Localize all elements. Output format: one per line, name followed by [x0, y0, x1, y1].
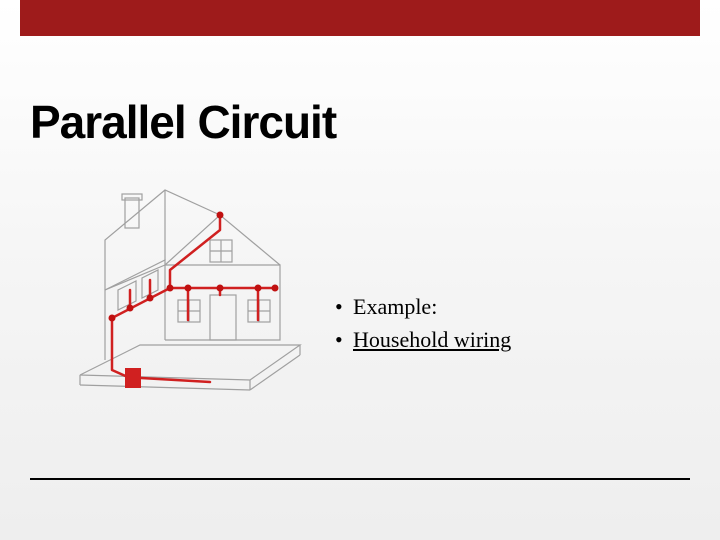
header-accent-bar — [20, 0, 700, 36]
bullet-item: Household wiring — [335, 323, 511, 356]
bullet-text: Example: — [353, 294, 437, 319]
bottom-divider — [30, 478, 690, 480]
slide-title: Parallel Circuit — [30, 95, 336, 149]
bullet-text: Household wiring — [353, 327, 511, 352]
bullet-item: Example: — [335, 290, 511, 323]
bullet-list: Example: Household wiring — [335, 290, 511, 356]
house-wiring-diagram — [70, 170, 310, 410]
